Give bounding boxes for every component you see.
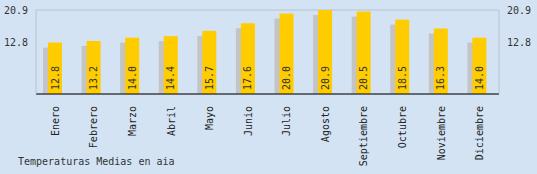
svg-text:Marzo: Marzo: [127, 106, 138, 136]
svg-text:20.0: 20.0: [281, 66, 292, 90]
svg-text:20.9: 20.9: [320, 66, 331, 90]
svg-text:Julio: Julio: [281, 106, 292, 136]
svg-text:15.7: 15.7: [204, 66, 215, 90]
svg-text:Septiembre: Septiembre: [358, 106, 369, 166]
svg-text:13.2: 13.2: [88, 66, 99, 90]
svg-text:Agosto: Agosto: [320, 106, 331, 142]
svg-text:16.3: 16.3: [435, 66, 446, 90]
svg-text:Noviembre: Noviembre: [436, 106, 447, 160]
svg-text:Octubre: Octubre: [397, 106, 408, 148]
svg-text:14.4: 14.4: [165, 66, 176, 90]
svg-text:14.0: 14.0: [127, 66, 138, 90]
html-text:Temperaturas Medias en aia: Temperaturas Medias en aia: [18, 156, 175, 167]
svg-text:Febrero: Febrero: [88, 106, 99, 148]
svg-text:20.9: 20.9: [507, 5, 529, 16]
svg-text:12.8: 12.8: [507, 37, 529, 48]
svg-text:Abril: Abril: [166, 106, 177, 136]
svg-text:20.9: 20.9: [8, 5, 28, 16]
svg-text:17.6: 17.6: [242, 66, 253, 90]
svg-text:12.8: 12.8: [8, 37, 28, 48]
svg-text:18.5: 18.5: [397, 66, 408, 90]
svg-text:20.5: 20.5: [358, 66, 369, 90]
svg-text:Junio: Junio: [243, 106, 254, 136]
svg-text:Diciembre: Diciembre: [474, 106, 485, 160]
svg-text:Mayo: Mayo: [204, 106, 215, 130]
svg-text:Enero: Enero: [50, 106, 61, 136]
svg-text:12.8: 12.8: [50, 66, 61, 90]
svg-text:14.0: 14.0: [474, 66, 485, 90]
